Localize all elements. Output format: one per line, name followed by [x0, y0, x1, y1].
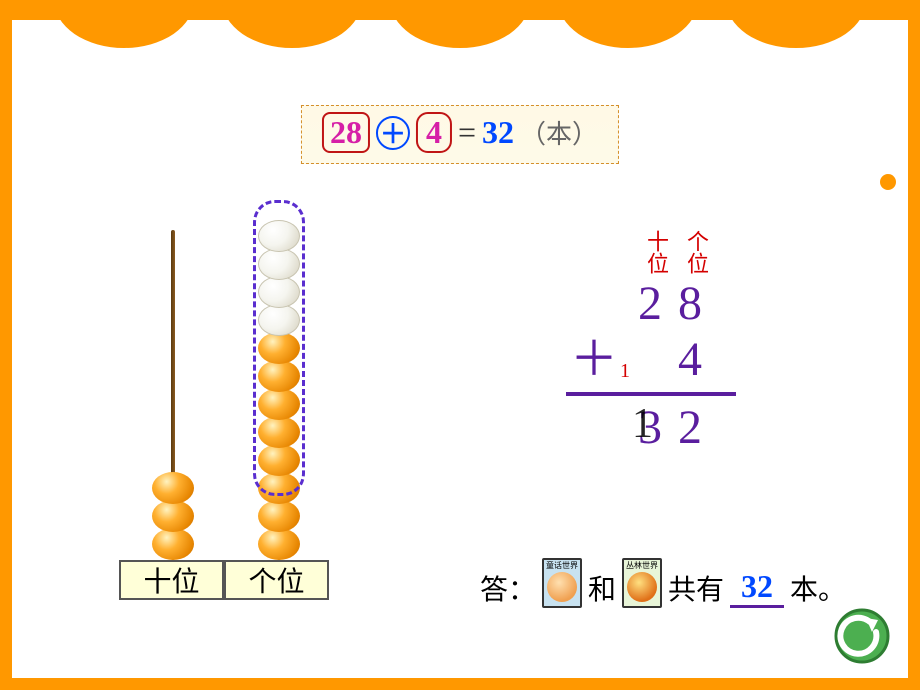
answer-value: 32	[730, 568, 784, 608]
abacus-diagram: 十位 个位	[105, 200, 365, 600]
answer-suffix: 本。	[790, 568, 846, 608]
addend-bottom-row: ＋ 1 4	[570, 332, 736, 388]
equation-operand1: 28	[322, 112, 370, 153]
equation-box: 28 ＋ 4 = 32 （本）	[301, 105, 619, 164]
bead-white	[258, 220, 300, 252]
top-ones: 8	[670, 274, 710, 334]
book-b-icon: 丛林世界	[622, 558, 662, 608]
header-ones: 个位	[670, 230, 710, 274]
back-button[interactable]	[834, 608, 890, 664]
scallop-decoration	[0, 0, 920, 60]
bead-orange	[152, 472, 194, 504]
bead-orange	[258, 360, 300, 392]
decoration-dot	[880, 174, 896, 190]
bead-white	[258, 276, 300, 308]
equation-unit: （本）	[520, 114, 598, 151]
bead-orange	[152, 500, 194, 532]
bead-orange	[258, 332, 300, 364]
equation-result: 32	[482, 114, 514, 151]
header-tens: 十位	[630, 230, 670, 274]
abacus-rod-tens	[171, 230, 175, 560]
answer-mid1: 和	[588, 568, 616, 608]
answer-mid2: 共有	[668, 568, 724, 608]
answer-line: 答： 童话世界 和 丛林世界 共有 32 本。	[480, 558, 846, 608]
book-b-title: 丛林世界	[626, 562, 658, 570]
book-a-title: 童话世界	[546, 562, 578, 570]
bead-orange	[258, 472, 300, 504]
book-a-icon: 童话世界	[542, 558, 582, 608]
top-tens: 2	[630, 274, 670, 334]
answer-prefix: 答：	[480, 568, 536, 608]
bead-orange	[258, 528, 300, 560]
result-tens: 3	[630, 398, 670, 458]
plus-sign: ＋	[570, 330, 616, 390]
result-ones: 2	[670, 398, 710, 458]
carry-digit: 1	[616, 337, 630, 384]
addend-top-row: 2 8	[570, 276, 736, 332]
bottom-ones: 4	[670, 330, 710, 390]
abacus-label-tens: 十位	[119, 560, 224, 600]
equation-equals: =	[458, 114, 476, 151]
equation-operand2: 4	[416, 112, 452, 153]
abacus-label-ones: 个位	[224, 560, 329, 600]
column-addition: 十位 个位 2 8 ＋ 1 4 3 2	[570, 230, 736, 456]
abacus-rod-ones	[277, 230, 281, 560]
result-row: 3 2	[570, 400, 736, 456]
bead-orange	[152, 528, 194, 560]
bead-orange	[258, 500, 300, 532]
bead-white	[258, 248, 300, 280]
bead-white	[258, 304, 300, 336]
column-header: 十位 个位	[570, 230, 736, 274]
bead-orange	[258, 388, 300, 420]
bead-orange	[258, 416, 300, 448]
equation-operator: ＋	[376, 116, 410, 150]
back-arrow-icon	[834, 608, 890, 664]
bead-orange	[258, 444, 300, 476]
addition-line	[566, 392, 736, 396]
